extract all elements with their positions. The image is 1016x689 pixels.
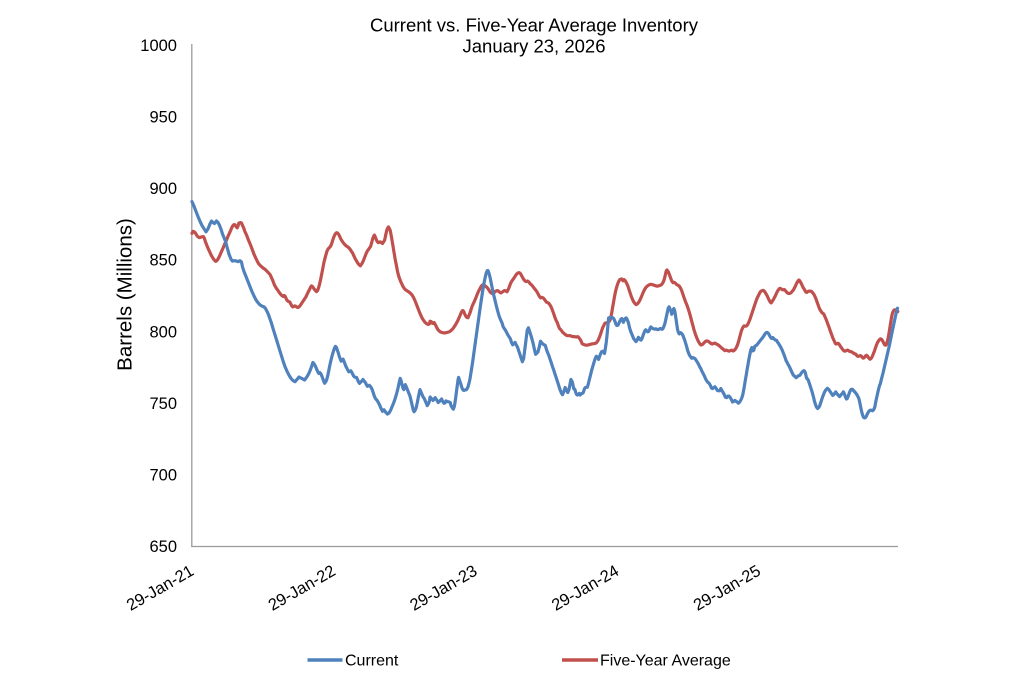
svg-text:1000: 1000 bbox=[140, 37, 177, 55]
svg-text:850: 850 bbox=[149, 252, 177, 270]
svg-text:Five-Year Average: Five-Year Average bbox=[600, 653, 731, 670]
svg-text:Current vs. Five-Year Average: Current vs. Five-Year Average Inventory bbox=[370, 15, 699, 36]
svg-text:Current: Current bbox=[345, 653, 399, 670]
svg-text:Barrels (Millions): Barrels (Millions) bbox=[114, 218, 137, 371]
svg-text:700: 700 bbox=[149, 466, 177, 484]
svg-text:January 23, 2026: January 23, 2026 bbox=[463, 36, 606, 57]
svg-text:950: 950 bbox=[149, 109, 177, 127]
svg-text:650: 650 bbox=[149, 538, 177, 556]
svg-text:900: 900 bbox=[149, 180, 177, 198]
svg-text:750: 750 bbox=[149, 395, 177, 413]
svg-text:800: 800 bbox=[149, 323, 177, 341]
